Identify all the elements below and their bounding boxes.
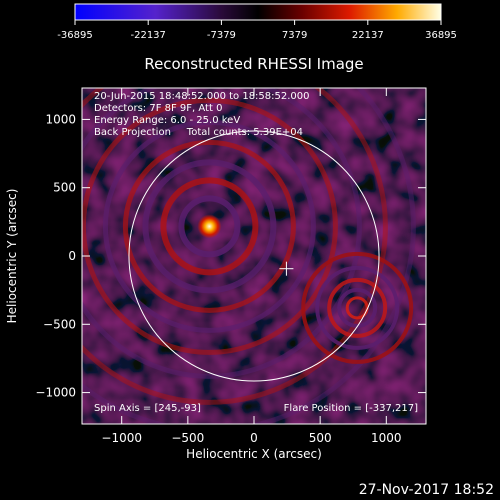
flare-ring	[82, 88, 416, 424]
colorbar-ticks	[74, 20, 442, 25]
solar-limb	[128, 130, 380, 382]
colorbar-tick-labels: -36895 -22137 -7379 7379 22137 36895	[57, 30, 457, 41]
source-rings	[82, 88, 416, 424]
flare-ring	[160, 177, 259, 276]
colorbar-tick-label: -36895	[57, 30, 92, 41]
x-tick-label: −1000	[101, 431, 142, 445]
spin-axis-label: Spin Axis = [245,-93]	[94, 403, 201, 414]
y-tick-label: 500	[53, 181, 76, 195]
x-axis-ticks: −1000 −500 0 500 1000	[101, 88, 402, 445]
y-tick-label: −500	[43, 317, 76, 331]
y-tick-label: 0	[68, 249, 76, 263]
colorbar-gradient	[74, 3, 442, 21]
info-line-energy: Energy Range: 6.0 - 25.0 keV	[94, 115, 240, 126]
colorbar-tick-label: -22137	[130, 30, 165, 41]
x-tick-label: 500	[309, 431, 332, 445]
secondary-ring	[301, 251, 414, 364]
colorbar-tick-label: 36895	[425, 30, 457, 41]
info-line-method: Back Projection Total counts: 5.39E+04	[94, 127, 303, 138]
x-tick-label: 0	[250, 431, 258, 445]
observation-info: 20-Jun-2015 18:48:52.000 to 18:58:52.000…	[94, 91, 310, 138]
secondary-ring	[327, 277, 388, 338]
colorbar-tick-label: 7379	[282, 30, 307, 41]
flare-ring	[178, 195, 241, 258]
x-tick-label: 1000	[371, 431, 402, 445]
colorbar-tick-label: -7379	[207, 30, 236, 41]
plot-area	[82, 88, 426, 424]
flare-ring	[122, 139, 296, 313]
y-tick-label: −1000	[35, 386, 76, 400]
colorbar-tick-label: 22137	[352, 30, 384, 41]
secondary-ring	[315, 265, 400, 350]
flare-ring	[102, 119, 316, 333]
info-line-detectors: Detectors: 7F 8F 9F, Att 0	[94, 103, 222, 114]
date-stamp: 27-Nov-2017 18:52	[359, 482, 494, 498]
flare-ring	[82, 88, 388, 405]
y-tick-label: 1000	[45, 112, 76, 126]
info-line-time: 20-Jun-2015 18:48:52.000 to 18:58:52.000	[94, 91, 310, 102]
x-tick-label: −500	[171, 431, 204, 445]
flare-ring	[82, 88, 362, 379]
secondary-ring	[345, 296, 369, 320]
flare-ring	[142, 159, 277, 294]
flare-ring	[82, 97, 338, 355]
flare-position-label: Flare Position = [-337,217]	[284, 403, 418, 414]
y-axis-label: Heliocentric Y (arcsec)	[5, 189, 19, 324]
colorbar: -36895 -22137 -7379 7379 22137 36895	[57, 3, 457, 41]
y-axis-ticks: −1000 −500 0 500 1000	[35, 112, 426, 400]
spin-axis-marker	[279, 261, 294, 276]
flare-source	[197, 214, 222, 239]
chart-title: Reconstructed RHESSI Image	[144, 55, 363, 73]
x-axis-label: Heliocentric X (arcsec)	[186, 447, 322, 461]
